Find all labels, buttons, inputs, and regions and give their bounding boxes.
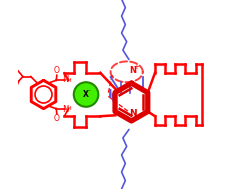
Circle shape — [74, 82, 98, 107]
Text: N: N — [63, 75, 69, 84]
Text: O: O — [54, 114, 60, 123]
Text: N: N — [129, 66, 136, 75]
Text: ⁻: ⁻ — [88, 90, 91, 95]
Text: N: N — [63, 105, 69, 114]
Text: X: X — [83, 90, 89, 99]
Text: N: N — [129, 109, 137, 118]
Text: I: I — [108, 88, 113, 101]
Text: +: + — [134, 64, 140, 70]
Text: H: H — [66, 106, 71, 111]
Text: O: O — [54, 66, 60, 75]
Text: H: H — [66, 78, 71, 83]
